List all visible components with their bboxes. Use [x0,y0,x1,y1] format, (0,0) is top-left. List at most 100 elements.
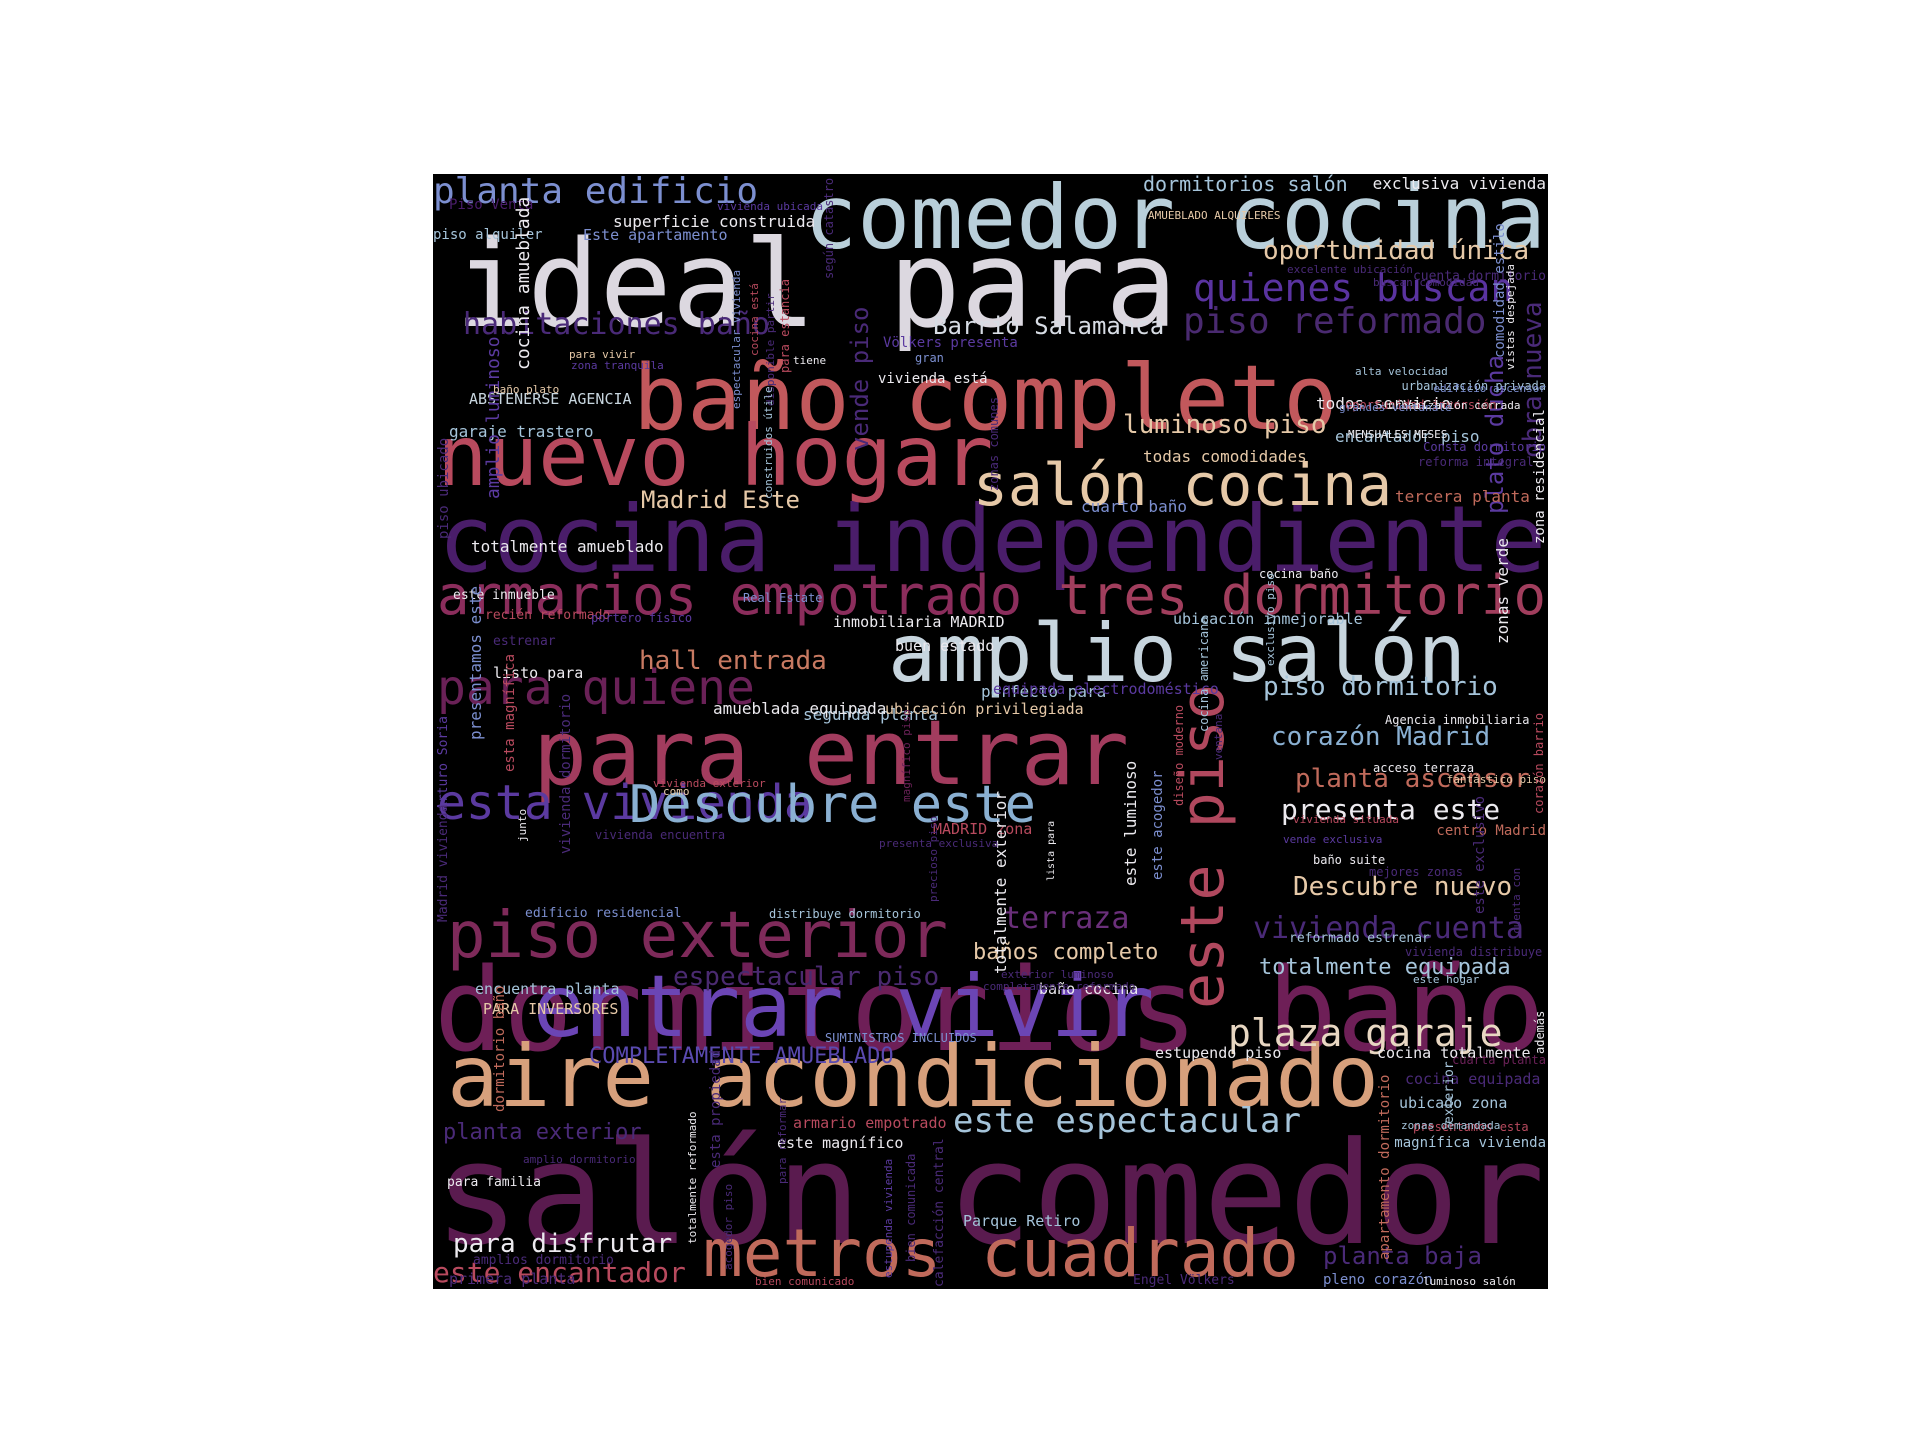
word: ubicado zona [1399,1094,1508,1112]
word: para reformar [776,1097,789,1184]
word: PARA INVERSORES [483,1000,619,1018]
word: armarios empotrado [437,564,1023,627]
word: presentamos este [466,585,485,740]
word: mejores zonas [1369,865,1463,879]
word: vivienda dormitorio [558,693,574,854]
word: quienes buscan [1193,266,1514,310]
word: bien comunicado [755,1275,855,1288]
word: AMUEBLADO ALQUILERES [1148,209,1281,222]
word: esta vivienda [437,775,813,831]
word: cuenta con [1510,867,1523,934]
word: amplio luminoso [483,336,504,499]
word: Engel Völkers [1133,1273,1235,1288]
word: este magnífico [777,1134,904,1152]
word: MENSUALES MESES [1348,428,1448,441]
word: COMPLETAMENTE AMUEBLADO [589,1044,894,1069]
word: exclusiva vivienda [1372,174,1546,193]
word: nuevo hogar [437,407,994,505]
word: Madrid vivienda [436,804,451,922]
word: baño plato [493,383,560,396]
word: Barrio Salamanca [933,312,1165,340]
word: portero físico [591,611,693,625]
word: apartamento dormitorio [1377,1074,1393,1260]
word: edificio ascensor [1433,382,1546,395]
word: cuarto baño [1081,497,1187,516]
word: magnífico piso [900,709,913,802]
word: acceso terraza [1373,761,1475,775]
word: centro Madrid [1436,823,1546,839]
word: para entrar [533,701,1130,806]
word: habitaciones baño [463,307,771,342]
word: oportunidad inversión [1345,398,1497,412]
word: lista para [1046,820,1057,881]
word: alta velocidad [1355,365,1448,378]
word: perfecto para [981,682,1107,701]
word: Descubre este [629,775,1036,835]
word: ideal para [455,216,1178,355]
word: este luminoso [1121,760,1140,886]
word: presenta este [1281,793,1501,826]
word: metros cuadrado [703,1215,1300,1289]
word: espectacular vivienda [730,269,743,409]
word: piso exterior [447,899,948,973]
word: exterior luminoso [1001,968,1114,981]
word: planta edificio [433,174,759,212]
word: totalmente equipada [1259,955,1511,980]
word: armario empotrado [793,1114,947,1132]
word: este acogedor [1150,770,1166,880]
word: aire acondicionado [447,1027,1379,1127]
word: zona tranquila [571,359,664,372]
word-cloud-canvas: salón comedor dormitorios baño cocina in… [433,174,1548,1289]
word: Parque Retiro [963,1212,1081,1230]
word: dormitorios baño [434,944,1545,1078]
word: completamente reformado [983,980,1136,993]
word: totalmente exterior [991,790,1010,974]
word: cocina equipada [1405,1070,1541,1088]
word: luminoso salón [1423,1275,1516,1288]
word: dormitorios salón [1143,174,1348,196]
word: ABSTENERSE AGENCIA [469,390,632,408]
word: buen estado [895,637,995,655]
word: Piso Venta [449,197,534,213]
word: piso ubicado [436,437,452,539]
word: vivienda cuenta [1253,911,1524,946]
word: ventana [1212,713,1225,760]
word: entrar vivir [533,957,1155,1057]
word: ubicación privilegiada [885,700,1084,718]
word: excelente ubicación [1287,263,1413,276]
word: corazón Madrid [1271,722,1491,752]
word: recién reformado [485,608,611,623]
word: para vivir [569,348,636,361]
word: cuenta dormitorio [1412,269,1546,284]
word: calefacción central [932,1138,947,1287]
word: exclusivo piso [1264,573,1277,666]
word: Consta dormitorio [1423,440,1546,454]
word: esta propiedad [708,1049,724,1168]
word: piso dormitorio [1263,672,1498,702]
word: este encantador [433,1256,686,1289]
word: piso reformado [1183,301,1487,342]
word: Descubre nuevo [1293,872,1513,902]
word: este espectacular [953,1101,1301,1141]
word: bien comunicada [904,1153,918,1262]
word: tres dormitorio [1058,564,1546,627]
word: Agencia inmobiliaria [1385,713,1530,727]
word: planta baja [1323,1242,1482,1270]
word: buscan comodidad [1373,276,1479,289]
word: plaza garaje [1228,1011,1503,1055]
word: construidos útile [762,386,775,499]
word: zonas comunes [987,397,1001,491]
word: presenta exclusiva [879,837,999,850]
word: para familia [447,1175,541,1190]
word: oportunidad única [1263,236,1530,266]
word: inmobiliaria MADRID [833,613,1005,631]
word: amueblada equipada [713,699,887,718]
word: distribuye dormitorio [769,907,921,921]
word: zona residencial [1532,409,1548,544]
word: vivienda situada [1293,813,1399,826]
word: planta ascensor [1295,764,1530,794]
word: vivienda ubicada [717,200,823,213]
word: presentamos esta [1413,1120,1529,1134]
word: estupenda vivienda [882,1158,895,1278]
word: Völkers presenta [883,335,1018,351]
